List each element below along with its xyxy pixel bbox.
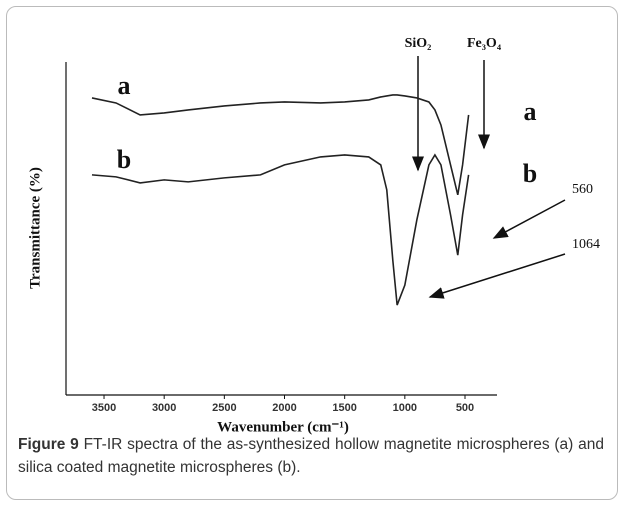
series-label: b — [523, 159, 537, 188]
x-tick-label: 2000 — [272, 402, 296, 414]
series-label: a — [524, 97, 537, 126]
x-tick-label: 1500 — [332, 402, 356, 414]
annotation: SiO₂ — [405, 36, 432, 51]
caption-text: FT-IR spectra of the as-synthesized holl… — [18, 436, 604, 476]
caption-label: Figure 9 — [18, 436, 79, 453]
x-axis-label: Wavenumber (cm⁻¹) — [217, 419, 349, 435]
y-axis-label: Transmittance (%) — [27, 167, 43, 289]
annotation-arrow — [428, 253, 566, 299]
x-tick-label: 3500 — [92, 402, 116, 414]
caption: Figure 9 FT-IR spectra of the as-synthes… — [18, 433, 604, 479]
x-tick-label: 2500 — [212, 402, 236, 414]
figure-frame — [6, 6, 618, 500]
annotation: 560 — [572, 182, 593, 197]
series-label: b — [117, 145, 131, 174]
series-line — [91, 94, 470, 196]
x-tick-label: 3000 — [152, 402, 176, 414]
x-tick-label: 500 — [456, 402, 474, 414]
annotation-arrow — [492, 199, 566, 239]
series-line — [91, 153, 470, 306]
x-tick-label: 1000 — [393, 402, 417, 414]
series-label: a — [118, 71, 131, 100]
annotation: Fe₃O₄ — [467, 36, 502, 51]
annotation: 1064 — [572, 237, 600, 252]
